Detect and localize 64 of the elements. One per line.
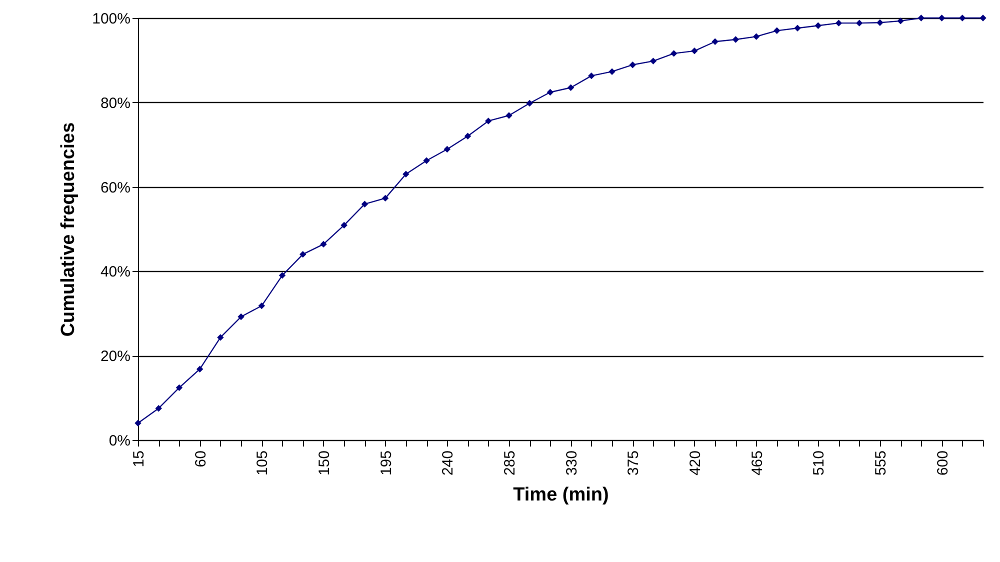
point [712, 38, 718, 45]
point [938, 14, 946, 22]
point [794, 24, 801, 32]
point [774, 27, 780, 34]
point [361, 200, 368, 208]
point [196, 366, 204, 372]
x-tick-label: 420 [686, 450, 704, 476]
x-tick-label: 195 [378, 450, 395, 476]
x-tick-label: 375 [625, 450, 642, 476]
point [506, 112, 512, 119]
point [155, 404, 162, 412]
point [856, 20, 863, 26]
y-tick-label: 20% [100, 348, 130, 366]
point [134, 420, 142, 426]
x-tick-label: 240 [440, 450, 457, 476]
point [980, 14, 986, 22]
point [588, 72, 595, 80]
y-tick-label: 80% [100, 94, 130, 112]
x-tick-label: 60 [192, 450, 210, 468]
x-tick-label: 150 [316, 450, 333, 476]
point [897, 18, 904, 24]
point [464, 132, 472, 140]
point [402, 170, 410, 178]
x-tick-label: 105 [254, 450, 272, 476]
x-tick-label: 15 [130, 450, 148, 468]
point [608, 68, 616, 75]
point [567, 84, 574, 91]
y-axis-title: Cumulative frequencies [58, 122, 80, 337]
point [278, 272, 286, 279]
x-tick-label: 555 [872, 450, 890, 476]
point [444, 146, 450, 153]
point [300, 250, 306, 258]
point [835, 20, 842, 26]
x-tick-label: 330 [563, 450, 580, 476]
x-tick-label: 285 [501, 450, 518, 476]
point [176, 384, 183, 392]
point [258, 302, 266, 310]
point [814, 22, 822, 29]
point [918, 14, 925, 22]
y-tick-label: 0% [108, 432, 130, 450]
point [959, 14, 966, 22]
point [691, 48, 698, 54]
x-axis-title: Time (min) [513, 484, 609, 506]
x-tick-label: 600 [934, 450, 952, 476]
point [340, 222, 348, 229]
point [546, 88, 554, 96]
point [876, 19, 884, 26]
point [485, 118, 492, 124]
point [320, 240, 327, 248]
x-tick-label: 465 [748, 450, 766, 476]
point [238, 313, 244, 320]
point [382, 194, 389, 202]
point [217, 334, 224, 341]
x-tick-label: 510 [810, 450, 828, 476]
point [526, 100, 533, 107]
point [650, 58, 657, 64]
y-tick-label: 60% [100, 179, 130, 196]
y-tick-label: 100% [92, 10, 130, 28]
point [732, 36, 740, 43]
point [423, 157, 430, 164]
y-tick-label: 40% [100, 264, 130, 281]
point [752, 33, 760, 40]
point [629, 61, 636, 68]
point [670, 50, 678, 57]
